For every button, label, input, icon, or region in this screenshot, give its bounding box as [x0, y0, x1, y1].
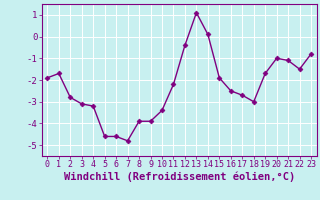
X-axis label: Windchill (Refroidissement éolien,°C): Windchill (Refroidissement éolien,°C) — [64, 172, 295, 182]
